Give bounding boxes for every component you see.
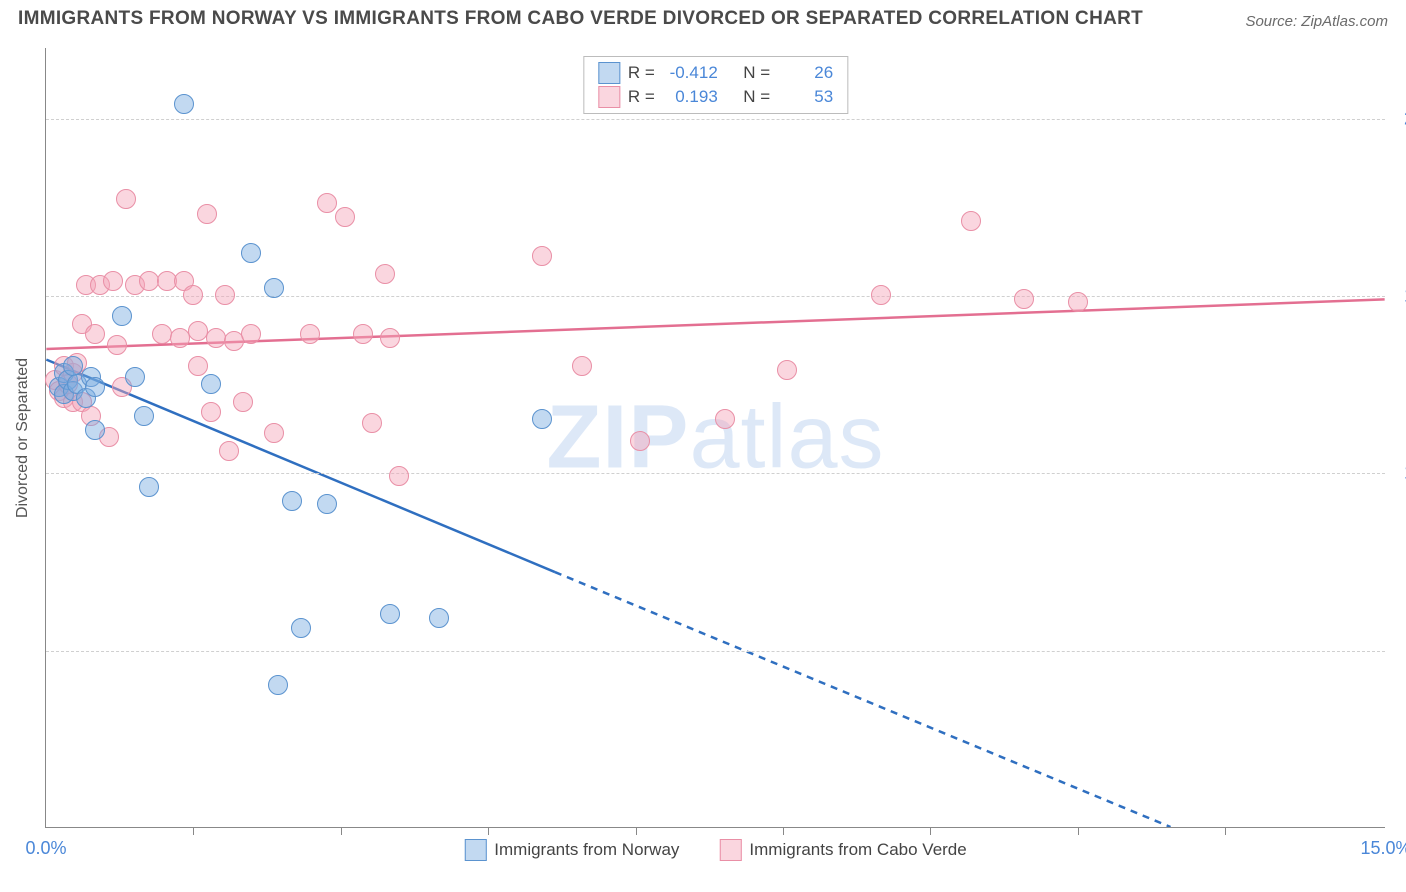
x-tick (193, 827, 194, 835)
x-tick (1078, 827, 1079, 835)
plot-area: ZIPatlas R = -0.412 N = 26 R = 0.193 N =… (45, 48, 1385, 828)
watermark-bold: ZIP (546, 387, 689, 487)
x-tick (783, 827, 784, 835)
title-bar: IMMIGRANTS FROM NORWAY VS IMMIGRANTS FRO… (0, 0, 1406, 30)
scatter-point-cabo (183, 285, 203, 305)
x-tick (488, 827, 489, 835)
scatter-point-cabo (103, 271, 123, 291)
scatter-point-norway (264, 278, 284, 298)
scatter-point-cabo (116, 189, 136, 209)
scatter-point-cabo (188, 356, 208, 376)
scatter-point-cabo (264, 423, 284, 443)
legend-label-cabo: Immigrants from Cabo Verde (749, 840, 966, 860)
legend-row-cabo: R = 0.193 N = 53 (598, 85, 833, 109)
scatter-point-norway (112, 306, 132, 326)
watermark-rest: atlas (689, 387, 884, 487)
scatter-point-cabo (152, 324, 172, 344)
legend-N-label: N = (743, 61, 770, 85)
gridline (46, 651, 1385, 652)
scatter-point-cabo (380, 328, 400, 348)
x-tick (930, 827, 931, 835)
scatter-point-cabo (777, 360, 797, 380)
chart-title: IMMIGRANTS FROM NORWAY VS IMMIGRANTS FRO… (18, 8, 1143, 30)
legend-R-cabo: 0.193 (663, 85, 718, 109)
gridline (46, 296, 1385, 297)
scatter-point-cabo (215, 285, 235, 305)
scatter-point-norway (174, 94, 194, 114)
scatter-point-cabo (206, 328, 226, 348)
scatter-point-norway (85, 420, 105, 440)
scatter-point-cabo (871, 285, 891, 305)
legend-swatch-norway-b (464, 839, 486, 861)
scatter-point-cabo (300, 324, 320, 344)
scatter-point-cabo (317, 193, 337, 213)
x-tick-label: 15.0% (1360, 838, 1406, 859)
scatter-point-cabo (362, 413, 382, 433)
scatter-point-norway (532, 409, 552, 429)
scatter-point-norway (268, 675, 288, 695)
scatter-point-cabo (219, 441, 239, 461)
legend-R-label2: R = (628, 85, 655, 109)
scatter-point-cabo (233, 392, 253, 412)
x-tick (1225, 827, 1226, 835)
scatter-point-norway (201, 374, 221, 394)
y-tick-label: 15.0% (1395, 286, 1406, 307)
y-axis-label: Divorced or Separated (14, 358, 32, 518)
legend-correlation: R = -0.412 N = 26 R = 0.193 N = 53 (583, 56, 848, 114)
x-tick (341, 827, 342, 835)
scatter-point-norway (134, 406, 154, 426)
gridline (46, 473, 1385, 474)
legend-row-norway: R = -0.412 N = 26 (598, 61, 833, 85)
scatter-point-cabo (353, 324, 373, 344)
scatter-point-cabo (630, 431, 650, 451)
x-tick (636, 827, 637, 835)
scatter-point-cabo (532, 246, 552, 266)
source-label: Source: ZipAtlas.com (1245, 13, 1388, 30)
scatter-point-cabo (197, 204, 217, 224)
scatter-point-norway (380, 604, 400, 624)
y-tick-label: 20.0% (1395, 108, 1406, 129)
legend-N-label2: N = (743, 85, 770, 109)
scatter-point-cabo (201, 402, 221, 422)
scatter-point-cabo (375, 264, 395, 284)
scatter-point-cabo (1068, 292, 1088, 312)
y-tick-label: 5.0% (1395, 640, 1406, 661)
legend-item-cabo: Immigrants from Cabo Verde (719, 839, 966, 861)
plot-wrap: ZIPatlas R = -0.412 N = 26 R = 0.193 N =… (45, 48, 1385, 828)
legend-series: Immigrants from Norway Immigrants from C… (464, 839, 966, 861)
scatter-point-cabo (715, 409, 735, 429)
scatter-point-norway (241, 243, 261, 263)
scatter-point-cabo (107, 335, 127, 355)
scatter-point-norway (282, 491, 302, 511)
y-axis-label-container: Divorced or Separated (8, 48, 38, 828)
legend-swatch-cabo (598, 86, 620, 108)
scatter-point-norway (429, 608, 449, 628)
scatter-point-cabo (241, 324, 261, 344)
gridline (46, 119, 1385, 120)
legend-item-norway: Immigrants from Norway (464, 839, 679, 861)
scatter-point-norway (139, 477, 159, 497)
trendlines-svg (46, 48, 1385, 827)
x-tick-label: 0.0% (25, 838, 66, 859)
legend-label-norway: Immigrants from Norway (494, 840, 679, 860)
legend-R-label: R = (628, 61, 655, 85)
scatter-point-norway (125, 367, 145, 387)
legend-swatch-cabo-b (719, 839, 741, 861)
legend-R-norway: -0.412 (663, 61, 718, 85)
scatter-point-cabo (961, 211, 981, 231)
y-tick-label: 10.0% (1395, 463, 1406, 484)
scatter-point-cabo (335, 207, 355, 227)
scatter-point-cabo (1014, 289, 1034, 309)
legend-N-cabo: 53 (778, 85, 833, 109)
scatter-point-cabo (85, 324, 105, 344)
legend-swatch-norway (598, 62, 620, 84)
scatter-point-norway (291, 618, 311, 638)
scatter-point-norway (85, 377, 105, 397)
scatter-point-cabo (389, 466, 409, 486)
scatter-point-norway (317, 494, 337, 514)
scatter-point-norway (63, 356, 83, 376)
scatter-point-cabo (572, 356, 592, 376)
legend-N-norway: 26 (778, 61, 833, 85)
